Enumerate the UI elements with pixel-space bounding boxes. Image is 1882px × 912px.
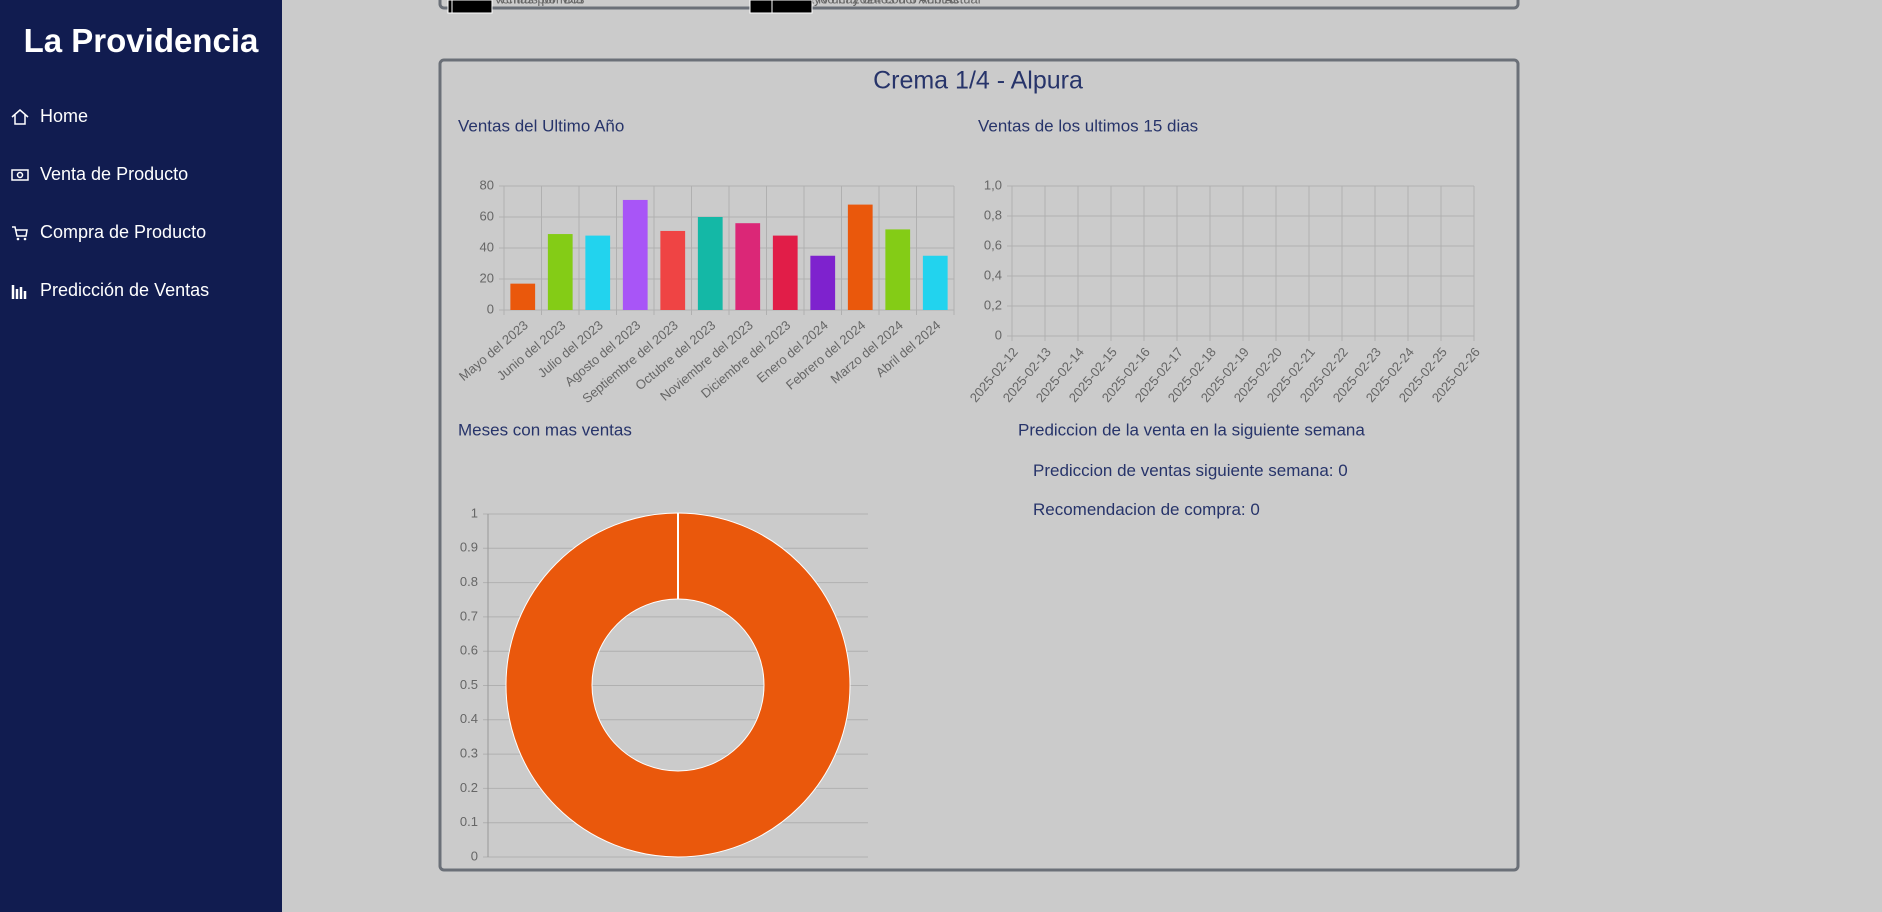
y-tick-label: 0.9 (460, 540, 478, 555)
y-tick-label: 0.7 (460, 608, 478, 623)
bar (660, 230, 686, 310)
y-tick-label: 0 (995, 327, 1002, 342)
nav-home[interactable]: Home (10, 106, 88, 127)
y-tick-label: 0.6 (460, 643, 478, 658)
y-tick-label: 0 (487, 301, 494, 316)
y-tick-label: 0.2 (460, 780, 478, 795)
y-tick-label: 60 (480, 208, 494, 223)
y-tick-label: 0.1 (460, 814, 478, 829)
chart-title: Meses con mas ventas (458, 420, 632, 439)
nav-label: Home (40, 106, 89, 126)
bar (697, 217, 723, 310)
y-tick-label: 0,2 (984, 297, 1002, 312)
nav-compra[interactable]: Compra de Producto (10, 222, 206, 243)
bar (622, 199, 648, 310)
nav-label: Predicción de Ventas (40, 280, 210, 300)
y-tick-label: 0.4 (460, 711, 478, 726)
bar (922, 255, 948, 310)
nav-venta[interactable]: Venta de Producto (10, 164, 188, 185)
y-tick-label: 1,0 (984, 177, 1002, 192)
legend-label: Ventas por Mes (494, 0, 585, 6)
y-tick-label: 40 (480, 239, 494, 254)
icon (11, 168, 29, 181)
legend-swatch (771, 0, 813, 14)
prediction-item: Prediccion de ventas siguiente semana: 0 (1033, 461, 1348, 480)
bar (772, 235, 798, 310)
prediction-heading: Prediccion de la venta en la siguiente s… (1018, 420, 1365, 439)
top-panel (438, 0, 1520, 10)
y-tick-label: 0,4 (984, 267, 1002, 282)
bar (547, 234, 573, 310)
icon (12, 225, 28, 240)
brand: La Providencia (23, 22, 259, 59)
chart-title: Ventas del Ultimo Año (458, 116, 624, 135)
bar (585, 235, 611, 310)
slice (505, 512, 851, 858)
x-tick-label: Abril del 2024 (873, 317, 944, 380)
bar (810, 255, 836, 310)
label: Prediccion de ventas siguiente semana: (1033, 461, 1334, 480)
y-tick-label: 0 (471, 848, 478, 863)
label: Recomendacion de compra: (1033, 500, 1246, 519)
bar (885, 229, 911, 310)
recommendation-item: Recomendacion de compra: 0 (1033, 500, 1260, 519)
panel-title: Crema 1/4 - Alpura (873, 67, 1083, 95)
icon (11, 284, 27, 299)
y-tick-label: 0.8 (460, 574, 478, 589)
content: Crema 1/4 - Alpura Prediccion de la vent… (438, 0, 1520, 872)
y-tick-label: 80 (480, 177, 494, 192)
nav-prediccion[interactable]: Predicción de Ventas (10, 280, 209, 301)
bar (847, 204, 873, 310)
nav-label: Venta de Producto (40, 164, 189, 184)
y-tick-label: 1 (471, 505, 478, 520)
nav-label: Compra de Producto (40, 222, 207, 242)
panel (438, 58, 1520, 872)
bar (510, 283, 536, 310)
y-tick-label: 0,8 (984, 207, 1002, 222)
legend-label: Ventas por Dia (498, 0, 584, 6)
icon (11, 108, 29, 125)
legend-label: Mayo del 2024 con 8 ventas (796, 0, 959, 6)
y-tick-label: 0,6 (984, 237, 1002, 252)
sidebar: La Providencia Home Venta de Producto Co… (0, 0, 282, 912)
chart-title: Ventas de los ultimos 15 dias (978, 116, 1198, 135)
y-tick-label: 0.3 (460, 746, 478, 761)
bar (735, 223, 761, 310)
legend-label: No hay datos del Año Actual (818, 0, 981, 6)
y-tick-label: 20 (480, 270, 494, 285)
y-tick-label: 0.5 (460, 677, 478, 692)
value: 0 (1338, 461, 1347, 480)
legend-swatch (451, 0, 493, 14)
value: 0 (1250, 500, 1259, 519)
